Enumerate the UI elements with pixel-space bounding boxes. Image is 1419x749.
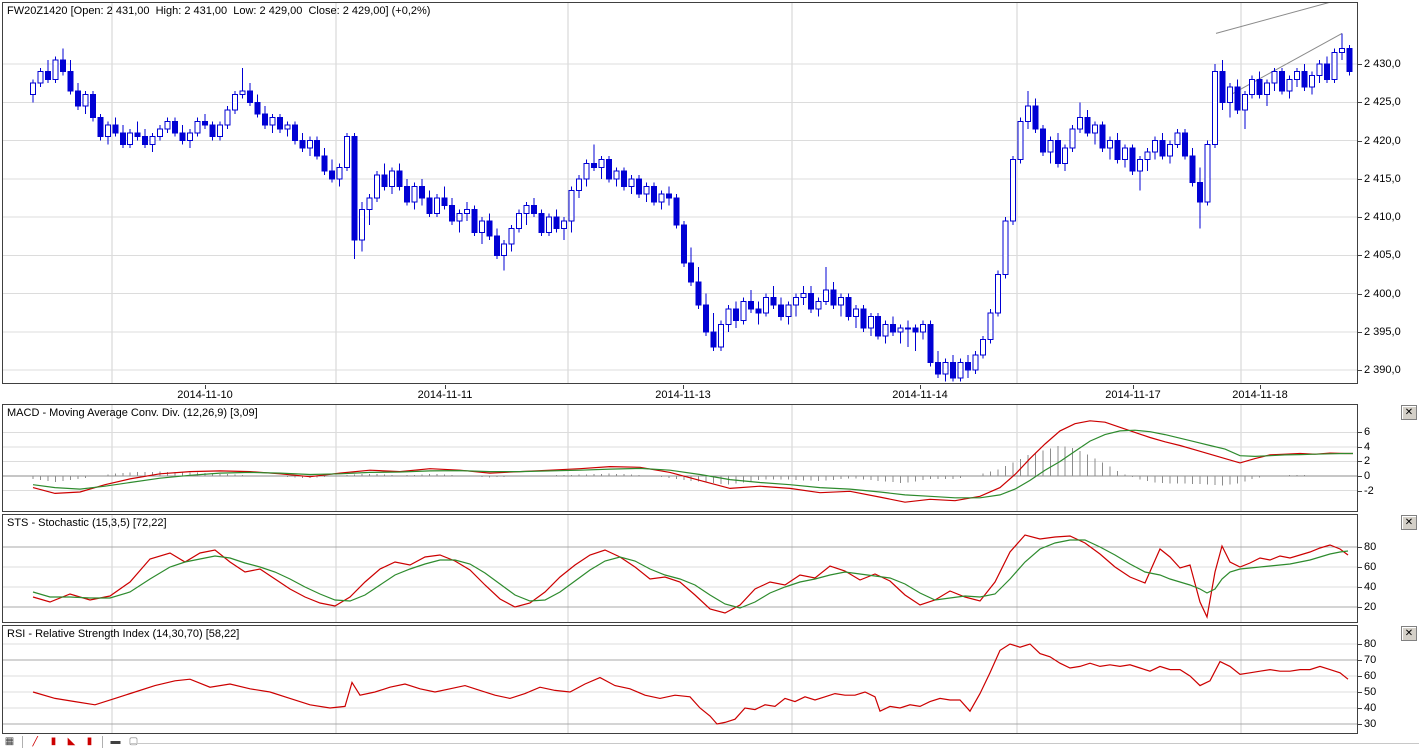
sts-axis-label: 60 (1364, 561, 1377, 573)
stochastic-panel: STS - Stochastic (15,3,5) [72,22] (2, 514, 1358, 623)
price-axis-label: 2 395,0 (1364, 326, 1401, 338)
macd-axis-label: 0 (1364, 470, 1371, 482)
macd-axis-label: 6 (1364, 426, 1371, 438)
rsi-axis-label: 80 (1364, 638, 1377, 650)
macd-axis-tick (1358, 476, 1362, 477)
price-axis-tick (1358, 332, 1362, 333)
price-axis-label: 2 400,0 (1364, 288, 1401, 300)
date-axis-tick (1260, 385, 1261, 389)
rsi-axis-label: 50 (1364, 686, 1377, 698)
macd-axis-tick (1358, 447, 1362, 448)
price-axis-tick (1358, 64, 1362, 65)
rsi-close-button[interactable]: ✕ (1401, 626, 1417, 641)
macd-chart-canvas[interactable] (3, 405, 1357, 511)
macd-axis-tick (1358, 491, 1362, 492)
price-axis-tick (1358, 141, 1362, 142)
macd-axis-tick (1358, 461, 1362, 462)
sts-axis-tick (1358, 567, 1362, 568)
sts-axis-label: 80 (1364, 541, 1377, 553)
date-axis-label: 2014-11-18 (1232, 389, 1288, 401)
stochastic-panel-title: STS - Stochastic (15,3,5) [72,22] (7, 517, 167, 529)
price-axis-tick (1358, 102, 1362, 103)
candle-tool-icon-2[interactable]: ◣ (67, 736, 76, 747)
date-axis-tick (683, 385, 684, 389)
rsi-axis-tick (1358, 676, 1362, 677)
macd-axis-label: 4 (1364, 441, 1371, 453)
price-axis-label: 2 420,0 (1364, 135, 1401, 147)
date-axis-tick (920, 385, 921, 389)
toolbar-separator (102, 736, 103, 748)
drawing-toolbar: ▦ ╱ ▮ ◣ ▮ ▬ ▢ (2, 736, 141, 749)
price-axis-label: 2 410,0 (1364, 211, 1401, 223)
price-axis-label: 2 405,0 (1364, 249, 1401, 261)
stochastic-close-button[interactable]: ✕ (1401, 515, 1417, 530)
price-chart-canvas[interactable] (3, 3, 1357, 383)
price-axis-label: 2 430,0 (1364, 58, 1401, 70)
rsi-axis-tick (1358, 692, 1362, 693)
close-icon: ✕ (1404, 627, 1414, 639)
date-axis-label: 2014-11-10 (177, 389, 233, 401)
date-axis-label: 2014-11-14 (892, 389, 948, 401)
price-axis-label: 2 425,0 (1364, 96, 1401, 108)
price-axis-tick (1358, 370, 1362, 371)
rsi-axis-label: 60 (1364, 670, 1377, 682)
horizontal-scrollbar[interactable] (130, 743, 1419, 744)
chart-window-icon[interactable]: ▦ (4, 736, 15, 747)
rsi-axis-label: 40 (1364, 702, 1377, 714)
macd-axis-tick (1358, 432, 1362, 433)
rsi-panel-title: RSI - Relative Strength Index (14,30,70)… (7, 628, 240, 640)
stochastic-chart-canvas[interactable] (3, 515, 1357, 622)
rsi-axis-tick (1358, 644, 1362, 645)
date-axis-tick (445, 385, 446, 389)
date-axis-tick (1133, 385, 1134, 389)
date-axis-tick (205, 385, 206, 389)
rsi-axis-label: 30 (1364, 718, 1377, 730)
rsi-axis-tick (1358, 660, 1362, 661)
rsi-axis-tick (1358, 724, 1362, 725)
macd-close-button[interactable]: ✕ (1401, 405, 1417, 420)
date-axis-label: 2014-11-11 (417, 389, 473, 401)
rsi-axis-label: 70 (1364, 654, 1377, 666)
macd-panel: MACD - Moving Average Conv. Div. (12,26,… (2, 404, 1358, 512)
sts-axis-label: 40 (1364, 581, 1377, 593)
price-axis-label: 2 415,0 (1364, 173, 1401, 185)
macd-axis-label: 2 (1364, 455, 1371, 467)
price-chart-title: FW20Z1420 [Open: 2 431,00 High: 2 431,00… (7, 5, 431, 17)
date-axis-label: 2014-11-13 (655, 389, 711, 401)
rsi-panel: RSI - Relative Strength Index (14,30,70)… (2, 625, 1358, 734)
rsi-chart-canvas[interactable] (3, 626, 1357, 733)
blank-page-icon[interactable]: ▢ (128, 736, 139, 747)
sts-axis-label: 20 (1364, 601, 1377, 613)
close-icon: ✕ (1404, 406, 1414, 418)
price-axis-tick (1358, 294, 1362, 295)
sts-axis-tick (1358, 547, 1362, 548)
macd-panel-title: MACD - Moving Average Conv. Div. (12,26,… (7, 407, 258, 419)
sts-axis-tick (1358, 587, 1362, 588)
price-chart-panel: FW20Z1420 [Open: 2 431,00 High: 2 431,00… (2, 2, 1358, 384)
close-icon: ✕ (1404, 516, 1414, 528)
rsi-axis-tick (1358, 708, 1362, 709)
candle-tool-icon-3[interactable]: ▮ (86, 736, 93, 747)
date-axis-label: 2014-11-17 (1105, 389, 1161, 401)
candle-tool-icon-1[interactable]: ▮ (50, 736, 57, 747)
price-axis-tick (1358, 217, 1362, 218)
trendline-tool-icon[interactable]: ╱ (32, 736, 39, 747)
sts-axis-tick (1358, 607, 1362, 608)
price-axis-tick (1358, 179, 1362, 180)
macd-axis-label: -2 (1364, 485, 1374, 497)
toolbar-separator (22, 736, 23, 748)
envelope-icon[interactable]: ▬ (110, 736, 121, 747)
price-axis-tick (1358, 255, 1362, 256)
price-axis-label: 2 390,0 (1364, 364, 1401, 376)
